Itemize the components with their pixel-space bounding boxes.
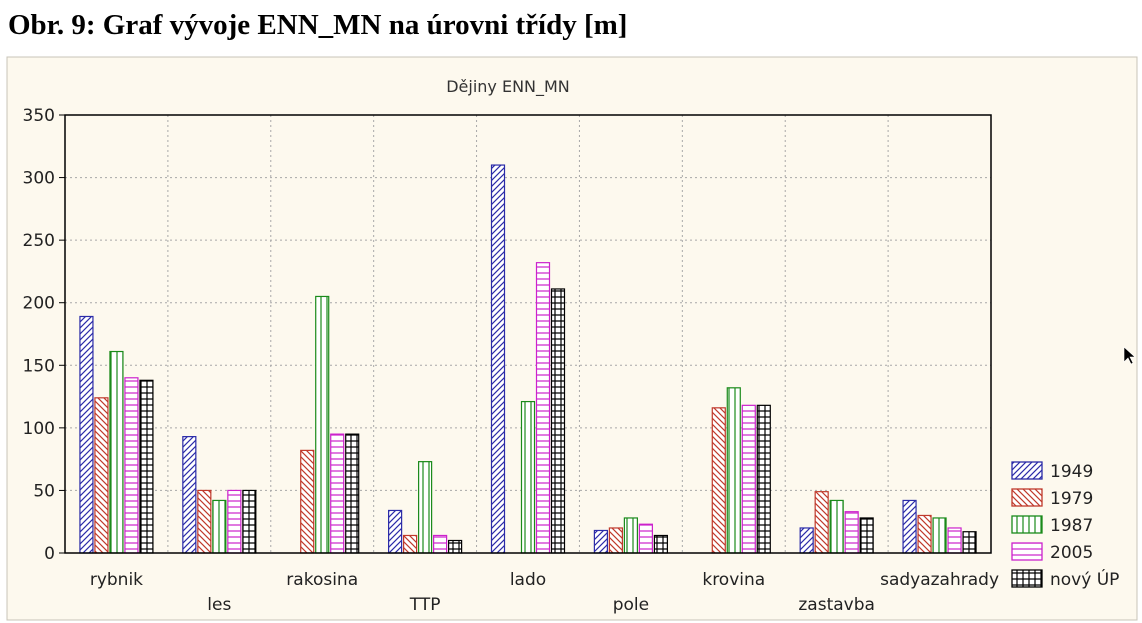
bar: [608, 527, 623, 554]
bar: [330, 433, 345, 554]
bar: [947, 527, 962, 554]
x-tick-label: lado: [510, 570, 546, 590]
bar: [242, 489, 257, 554]
x-tick-label: les: [207, 595, 231, 615]
bar: [859, 517, 874, 554]
grid: [65, 115, 991, 553]
bar: [197, 489, 212, 554]
bar: [109, 350, 124, 554]
mouse-cursor-icon: [1123, 346, 1136, 365]
bar: [490, 164, 506, 554]
bar: [756, 404, 771, 554]
bar: [932, 517, 947, 554]
bar: [315, 295, 330, 554]
y-tick-label: 0: [44, 544, 55, 564]
y-tick-label: 50: [33, 481, 55, 501]
bar: [741, 404, 756, 554]
x-tick-label: pole: [613, 595, 649, 615]
bar: [535, 262, 551, 554]
bar: [844, 511, 859, 554]
bar: [917, 514, 932, 554]
legend: 1949 1979 1987 2005 nový ÚP: [1011, 461, 1119, 590]
y-tick-label: 250: [23, 231, 55, 251]
bar: [124, 377, 139, 554]
bar: [711, 407, 726, 554]
figure-caption: Obr. 9: Graf vývoje ENN_MN na úrovni tří…: [8, 9, 628, 41]
bar: [139, 379, 154, 554]
bar: [814, 491, 829, 554]
bar: [94, 397, 109, 554]
bar: [182, 436, 197, 554]
bar: [638, 523, 653, 554]
y-tick-label: 350: [23, 106, 55, 126]
y-tick-label: 300: [23, 169, 55, 189]
legend-swatch: [1011, 542, 1043, 561]
legend-swatch: [1011, 515, 1043, 534]
bar: [593, 529, 608, 554]
legend-swatch: [1011, 569, 1043, 588]
bar: [448, 539, 463, 554]
plot-area: [64, 114, 992, 554]
bar: [418, 461, 433, 554]
x-tick-label: sadyazahrady: [880, 570, 999, 590]
x-tick-label: TTP: [409, 595, 441, 615]
bar: [520, 400, 536, 554]
legend-label: 2005: [1050, 543, 1093, 563]
legend-swatch: [1011, 488, 1043, 507]
bar: [653, 534, 668, 554]
bar: [403, 534, 418, 554]
x-tick-label: krovina: [702, 570, 765, 590]
legend-label: 1979: [1050, 489, 1093, 509]
bar: [962, 531, 977, 554]
y-tick-label: 200: [23, 294, 55, 314]
bar: [623, 517, 638, 554]
chart-title: Dějiny ENN_MN: [446, 77, 570, 97]
legend-label: 1949: [1050, 462, 1093, 482]
bar: [212, 499, 227, 554]
y-tick-label: 150: [23, 356, 55, 376]
bar: [550, 288, 566, 554]
x-tick-label: rakosina: [286, 570, 358, 590]
legend-swatch: [1011, 461, 1043, 480]
bar: [300, 449, 315, 554]
bar: [726, 387, 741, 554]
bar: [388, 509, 403, 554]
bar: [79, 315, 94, 554]
bar: [345, 433, 360, 554]
x-tick-label: rybnik: [90, 570, 143, 590]
x-axis: rybnik les rakosina TTP lado pole krovina zasta…: [90, 570, 999, 615]
x-tick-label: zastavba: [798, 595, 875, 615]
legend-label: 1987: [1050, 516, 1093, 536]
bar: [902, 499, 917, 554]
legend-label: nový ÚP: [1050, 568, 1119, 590]
bar: [433, 534, 448, 554]
y-axis: 0 50 100 150 200 250 300 350: [23, 106, 65, 564]
bar: [799, 527, 814, 554]
bar: [829, 499, 844, 554]
bar: [227, 489, 242, 554]
y-tick-label: 100: [23, 419, 55, 439]
